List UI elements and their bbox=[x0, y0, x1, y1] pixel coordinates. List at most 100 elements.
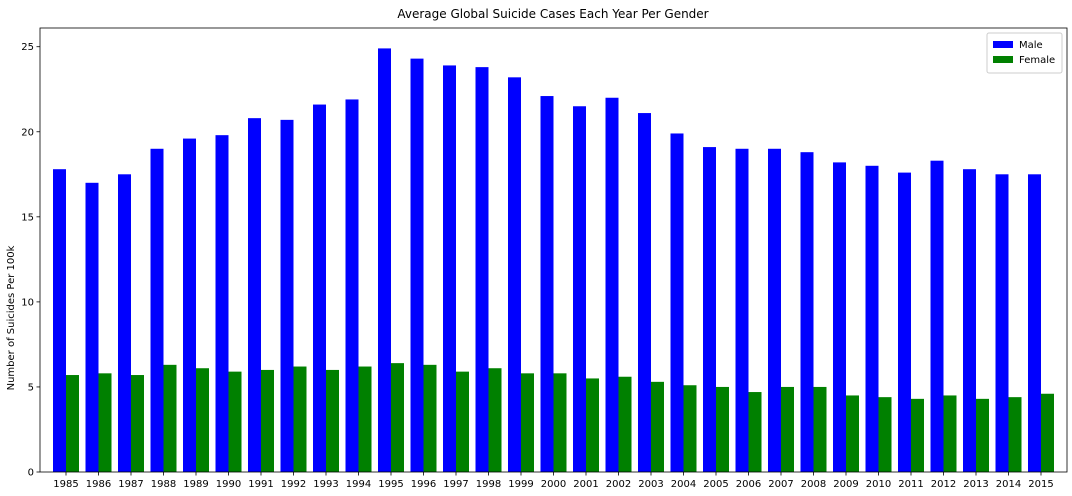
x-tick-label: 2003 bbox=[638, 479, 663, 490]
x-tick-label: 2007 bbox=[768, 479, 793, 490]
y-tick-label: 15 bbox=[21, 212, 34, 223]
bar-female-2003 bbox=[651, 381, 664, 472]
bar-male-2009 bbox=[833, 162, 846, 472]
bar-female-1996 bbox=[423, 364, 437, 472]
bar-male-1997 bbox=[443, 65, 456, 473]
bar-female-1994 bbox=[358, 366, 372, 472]
bar-male-2003 bbox=[638, 113, 651, 472]
bar-female-2004 bbox=[683, 385, 697, 472]
x-tick-label: 2010 bbox=[866, 479, 891, 490]
x-tick-label: 2008 bbox=[801, 479, 826, 490]
chart-title: Average Global Suicide Cases Each Year P… bbox=[397, 7, 708, 21]
bar-male-2014 bbox=[995, 174, 1009, 473]
bar-female-1989 bbox=[196, 368, 209, 472]
x-tick-label: 1999 bbox=[508, 479, 533, 490]
x-tick-label: 2014 bbox=[996, 479, 1021, 490]
x-tick-label: 1993 bbox=[313, 479, 338, 490]
x-tick-label: 2001 bbox=[573, 479, 598, 490]
bar-male-1996 bbox=[410, 58, 424, 473]
bar-female-2015 bbox=[1041, 393, 1054, 472]
x-tick-label: 1994 bbox=[346, 479, 371, 490]
bar-female-2008 bbox=[813, 386, 827, 472]
legend: Male Female bbox=[986, 32, 1063, 74]
x-tick-label: 1995 bbox=[378, 479, 403, 490]
bar-female-1988 bbox=[163, 364, 177, 472]
x-tick-label: 1997 bbox=[443, 479, 468, 490]
x-tick-label: 2015 bbox=[1028, 479, 1053, 490]
bar-male-1994 bbox=[345, 99, 359, 472]
bar-female-1991 bbox=[261, 369, 274, 472]
x-tick-label: 2000 bbox=[541, 479, 566, 490]
bar-female-1995 bbox=[391, 363, 404, 472]
legend-label-male: Male bbox=[1019, 40, 1043, 51]
bar-male-2007 bbox=[768, 148, 781, 472]
y-tick-label: 5 bbox=[28, 382, 34, 393]
bar-male-1985 bbox=[53, 169, 66, 472]
bar-female-2011 bbox=[911, 398, 924, 472]
x-tick-label: 1991 bbox=[248, 479, 273, 490]
x-tick-label: 1985 bbox=[53, 479, 78, 490]
y-tick-label: 0 bbox=[28, 468, 34, 479]
x-tick-label: 2006 bbox=[736, 479, 761, 490]
plot-area: 0 5 10 15 20 25 1985 1986 1987 1988 1989 1990 1991 19… bbox=[21, 27, 1068, 490]
bar-female-1985 bbox=[66, 375, 79, 472]
x-tick-label: 1990 bbox=[216, 479, 241, 490]
bar-female-2005 bbox=[716, 386, 729, 472]
x-tick-label: 2009 bbox=[833, 479, 858, 490]
bar-female-2012 bbox=[943, 395, 957, 472]
bar-male-1993 bbox=[313, 104, 326, 473]
bar-female-2007 bbox=[781, 386, 794, 472]
x-tick-label: 2012 bbox=[931, 479, 956, 490]
bar-male-2011 bbox=[898, 172, 911, 472]
x-tick-label: 2005 bbox=[703, 479, 728, 490]
bar-male-1990 bbox=[215, 135, 229, 473]
x-tick-label: 1989 bbox=[183, 479, 208, 490]
legend-box bbox=[986, 32, 1063, 74]
bar-male-2000 bbox=[540, 96, 554, 473]
bar-female-2013 bbox=[976, 398, 989, 472]
bar-male-2012 bbox=[930, 160, 944, 472]
x-tick-label: 1992 bbox=[281, 479, 306, 490]
x-tick-label: 1996 bbox=[411, 479, 436, 490]
y-tick-label: 20 bbox=[21, 127, 34, 138]
bar-male-2005 bbox=[703, 147, 716, 472]
x-tick-label: 2011 bbox=[898, 479, 923, 490]
bar-female-1992 bbox=[293, 366, 307, 472]
x-tick-label: 1986 bbox=[86, 479, 111, 490]
x-tick-label: 2013 bbox=[963, 479, 988, 490]
x-tick-label: 1988 bbox=[151, 479, 176, 490]
bar-female-1987 bbox=[131, 375, 144, 472]
bar-male-1989 bbox=[183, 138, 196, 472]
bar-male-2008 bbox=[800, 152, 814, 472]
bar-male-2010 bbox=[865, 165, 879, 473]
legend-swatch-male bbox=[993, 41, 1013, 48]
bar-female-2014 bbox=[1008, 397, 1022, 472]
bar-female-1990 bbox=[228, 371, 242, 472]
bar-female-2009 bbox=[846, 395, 859, 472]
bar-male-2002 bbox=[605, 97, 619, 472]
bar-female-1993 bbox=[326, 369, 339, 472]
bar-male-2001 bbox=[573, 106, 586, 472]
x-tick-label: 2004 bbox=[671, 479, 696, 490]
bar-male-1999 bbox=[508, 77, 521, 472]
bar-male-1987 bbox=[118, 174, 131, 473]
bar-male-1998 bbox=[475, 67, 489, 472]
bar-male-2004 bbox=[670, 133, 684, 472]
bar-female-2000 bbox=[553, 373, 567, 472]
legend-label-female: Female bbox=[1019, 55, 1055, 66]
x-tick-label: 1998 bbox=[476, 479, 501, 490]
bar-male-1995 bbox=[378, 48, 391, 472]
bar-female-1997 bbox=[456, 371, 469, 472]
bar-male-1992 bbox=[280, 119, 294, 473]
legend-swatch-female bbox=[993, 56, 1013, 63]
bar-female-2001 bbox=[586, 378, 599, 472]
bar-female-2006 bbox=[748, 392, 762, 472]
x-tick-label: 1987 bbox=[118, 479, 143, 490]
x-tick-label: 2002 bbox=[606, 479, 631, 490]
bar-female-1999 bbox=[521, 373, 534, 472]
bar-female-2002 bbox=[618, 376, 632, 472]
bar-female-1998 bbox=[488, 368, 502, 472]
bar-female-2010 bbox=[878, 397, 892, 472]
bar-male-1986 bbox=[85, 182, 99, 473]
